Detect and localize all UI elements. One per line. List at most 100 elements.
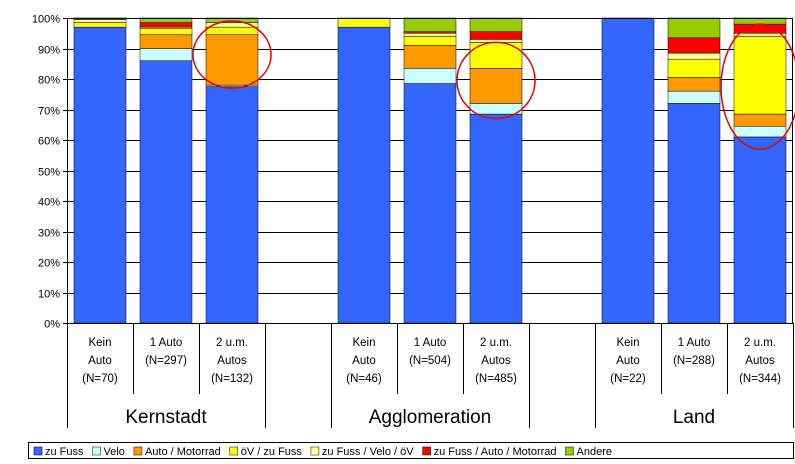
legend-entry: zu Fuss bbox=[45, 446, 84, 458]
bar-segment bbox=[337, 26, 391, 324]
bar-segment bbox=[667, 90, 721, 104]
legend-entry: Andere bbox=[577, 446, 612, 458]
bar-segment bbox=[139, 48, 193, 61]
y-axis-tick-labels: 0% 10% 20% 30% 40% 50% 60% 70% 80% 90% 100% bbox=[32, 14, 60, 331]
legend-entry: Velo bbox=[104, 446, 125, 458]
y-tick-label: 40% bbox=[38, 197, 60, 209]
bar-segment bbox=[601, 17, 655, 324]
bar-segment bbox=[205, 26, 259, 36]
bar-segment bbox=[73, 26, 127, 324]
bar-segment bbox=[733, 113, 787, 127]
category-label: (N=485) bbox=[475, 373, 517, 385]
bars bbox=[73, 17, 787, 324]
highlight-circles bbox=[192, 20, 795, 150]
category-label: (N=288) bbox=[673, 355, 715, 367]
y-tick-label: 30% bbox=[38, 228, 60, 240]
highlight-circle bbox=[192, 20, 272, 89]
bar-segment bbox=[73, 19, 127, 23]
bar-segment bbox=[73, 22, 127, 28]
bar-segment bbox=[733, 126, 787, 138]
bar-segment bbox=[733, 136, 787, 324]
legend-swatch bbox=[565, 446, 574, 456]
category-label: Kein bbox=[616, 337, 639, 349]
y-tick-label: 70% bbox=[38, 106, 60, 118]
category-label: Auto bbox=[352, 355, 376, 367]
y-tick-label: 10% bbox=[38, 289, 60, 301]
category-label: Kein bbox=[88, 337, 111, 349]
highlight-circle bbox=[720, 23, 795, 150]
category-label: Auto bbox=[616, 355, 640, 367]
bar-segment bbox=[469, 103, 523, 115]
bar-segment bbox=[139, 22, 193, 28]
bar-segment bbox=[205, 86, 259, 324]
bar-segment bbox=[403, 36, 457, 46]
legend-box bbox=[28, 442, 794, 459]
bar-segment bbox=[139, 28, 193, 36]
bar-segment bbox=[733, 36, 787, 115]
category-label: (N=297) bbox=[145, 355, 187, 367]
group-label: Agglomeration bbox=[369, 407, 492, 428]
category-label: 1 Auto bbox=[678, 337, 711, 349]
bar-segment bbox=[667, 77, 721, 92]
bar-segment bbox=[139, 34, 193, 49]
bar-segment bbox=[337, 17, 391, 28]
bar-segment bbox=[469, 31, 523, 40]
legend-swatch bbox=[229, 446, 239, 456]
bar-segment bbox=[733, 33, 787, 37]
group-label: Kernstadt bbox=[125, 407, 207, 428]
category-label: Autos bbox=[745, 355, 775, 367]
bar-segment bbox=[667, 103, 721, 324]
category-label: (N=344) bbox=[739, 373, 781, 385]
y-tick-label: 60% bbox=[38, 136, 60, 148]
legend-swatch bbox=[310, 446, 320, 456]
legend-entry: Auto / Motorrad bbox=[145, 446, 221, 458]
category-label: 1 Auto bbox=[150, 337, 183, 349]
legend: zu Fuss Velo Auto / Motorrad öV / zu Fuss zu… bbox=[28, 442, 794, 459]
bar-segment bbox=[667, 58, 721, 78]
bar-segment bbox=[403, 17, 457, 32]
y-tick-label: 80% bbox=[38, 75, 60, 87]
y-tick-label: 100% bbox=[32, 14, 60, 26]
axes bbox=[67, 18, 793, 324]
category-label: (N=22) bbox=[610, 373, 646, 385]
category-label: 2 u.m. bbox=[216, 337, 248, 349]
legend-swatch bbox=[92, 446, 101, 456]
category-label: Auto bbox=[88, 355, 112, 367]
category-label: 2 u.m. bbox=[744, 337, 776, 349]
bar-segment bbox=[139, 60, 193, 324]
category-label: Autos bbox=[481, 355, 511, 367]
bar-segment bbox=[667, 52, 721, 60]
legend-entry: zu Fuss / Velo / öV bbox=[322, 446, 414, 458]
bar-segment bbox=[403, 33, 457, 37]
bar-segment bbox=[667, 37, 721, 54]
category-label: (N=46) bbox=[346, 373, 382, 385]
group-labels: Kernstadt Agglomeration Land bbox=[67, 394, 794, 428]
legend-entry: zu Fuss / Auto / Motorrad bbox=[434, 446, 557, 458]
category-label: 2 u.m. bbox=[480, 337, 512, 349]
y-tick-label: 50% bbox=[38, 167, 60, 179]
category-label: (N=504) bbox=[409, 355, 451, 367]
category-label: (N=70) bbox=[82, 373, 118, 385]
legend-swatch bbox=[133, 446, 143, 456]
legend-entry: öV / zu Fuss bbox=[241, 446, 303, 458]
bar-segment bbox=[403, 68, 457, 84]
legend-swatch bbox=[33, 446, 43, 456]
bar-segment bbox=[403, 83, 457, 324]
bar-segment bbox=[667, 17, 721, 39]
bar-segment bbox=[469, 17, 523, 32]
y-tick-label: 20% bbox=[38, 258, 60, 270]
bar-segment bbox=[205, 34, 259, 86]
legend-swatch bbox=[422, 446, 431, 456]
bar-segment bbox=[469, 113, 523, 324]
bar-segment bbox=[403, 45, 457, 69]
category-label: (N=132) bbox=[211, 373, 253, 385]
category-label: Autos bbox=[217, 355, 247, 367]
y-tick-label: 0% bbox=[44, 319, 60, 331]
group-label: Land bbox=[673, 407, 715, 428]
y-tick-label: 90% bbox=[38, 45, 60, 57]
highlight-circle bbox=[456, 41, 536, 120]
bar-segment bbox=[469, 68, 523, 104]
category-label: Kein bbox=[352, 337, 375, 349]
category-labels: Kein Auto (N=70) 1 Auto (N=297) 2 u.m. Autos (N… bbox=[67, 323, 794, 394]
